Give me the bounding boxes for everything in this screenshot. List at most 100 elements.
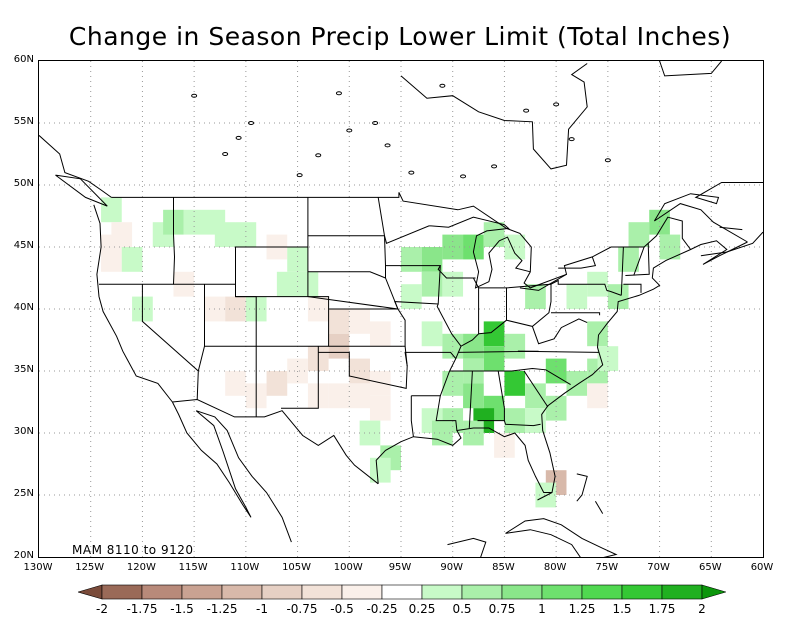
anomaly-cell: [566, 371, 588, 396]
anomaly-cell: [183, 209, 205, 235]
lon-tick-label: 115W: [178, 562, 208, 573]
states-19: [446, 277, 480, 347]
colorbar-swatch: [541, 584, 583, 600]
colorbar-tick-label: 1.75: [648, 602, 676, 616]
colorbar-tick-label: 0.5: [452, 602, 472, 616]
lon-tick-label: 95W: [388, 562, 412, 573]
anomaly-cell: [587, 383, 608, 409]
anomaly-cell: [225, 296, 246, 322]
anomaly-cell: [369, 395, 391, 421]
colorbar-swatch: [181, 584, 223, 600]
lat-tick-label: 60N: [13, 54, 34, 65]
anomaly-cell: [266, 371, 288, 396]
lake-outline: [553, 102, 560, 107]
colorbar-swatch: [301, 584, 343, 600]
anomaly-cell: [463, 333, 484, 359]
anomaly-cell: [369, 457, 391, 483]
lon-tick-label: 120W: [126, 562, 156, 573]
colorbar-swatch: [261, 584, 303, 600]
states-16: [410, 395, 414, 437]
anomaly-cell: [401, 284, 422, 309]
states-10: [377, 197, 431, 244]
lake-erie: [519, 273, 567, 291]
lake-outline: [222, 152, 229, 156]
colorbar-tick-label: -0.25: [366, 602, 398, 616]
colorbar-tick-label: -1.75: [126, 602, 158, 616]
lake-outline: [384, 143, 391, 148]
colorbar-tick-label: -1.5: [170, 602, 194, 616]
colorbar-swatch: [101, 584, 143, 600]
map-plot-area: [38, 60, 764, 558]
states-24: [468, 370, 473, 429]
states-21: [506, 283, 552, 327]
gulf-st-lawrence: [653, 182, 763, 243]
colorbar-tick-label: 0.25: [408, 602, 436, 616]
anomaly-cell: [369, 371, 391, 396]
anomaly-cell: [463, 420, 484, 446]
lon-tick-label: 70W: [647, 562, 670, 573]
lon-tick-label: 60W: [750, 562, 774, 573]
period-stamp: MAM 8110 to 9120: [72, 543, 194, 557]
lat-tick-label: 55N: [13, 116, 34, 127]
states-34: [633, 246, 645, 276]
colorbar-tick-label: -2: [96, 602, 108, 616]
anomaly-cell: [101, 197, 122, 223]
vancouver-island: [55, 174, 108, 207]
colorbar-swatch: [341, 584, 383, 600]
nova-scotia: [700, 231, 763, 257]
lat-tick-label: 50N: [13, 178, 34, 189]
lon-tick-label: 85W: [492, 562, 515, 573]
lat-tick-label: 20N: [13, 550, 34, 561]
states-30: [531, 318, 588, 345]
colorbar-swatch: [421, 584, 463, 600]
anomaly-cell: [628, 222, 650, 247]
anomaly-cell: [494, 433, 515, 458]
lon-tick-label: 105W: [282, 562, 312, 573]
coastlines: [39, 61, 763, 557]
great-lakes: [430, 216, 531, 289]
anomaly-cell: [287, 247, 308, 272]
anomaly-cell: [421, 321, 443, 347]
lon-tick-label: 75W: [595, 562, 619, 573]
anomaly-cells: [101, 197, 681, 508]
states-8: [307, 247, 399, 310]
colorbar-swatch: [581, 584, 623, 600]
anomaly-cell: [121, 247, 143, 272]
colorbar-tick-label: -1.25: [206, 602, 238, 616]
hudson-bay-south: [400, 63, 588, 170]
lat-tick-label: 25N: [13, 488, 34, 499]
states-12: [328, 265, 441, 310]
graticule: [39, 61, 763, 557]
states-1: [99, 197, 176, 285]
lake-outline: [604, 158, 611, 163]
lake-outline: [439, 83, 446, 88]
lon-tick-label: 100W: [333, 562, 363, 573]
lat-tick-label: 30N: [13, 426, 34, 437]
lake-outline: [460, 174, 467, 179]
anomaly-cell: [328, 383, 350, 409]
states-9: [307, 235, 386, 278]
map-title: Change in Season Precip Lower Limit (Tot…: [68, 22, 732, 51]
colorbar-tick-label: 1.25: [568, 602, 596, 616]
anomaly-cell: [649, 209, 670, 235]
states-29: [551, 312, 601, 316]
mexico-outline: [171, 401, 292, 543]
anomaly-cell: [525, 383, 546, 409]
states-2: [141, 284, 199, 400]
colorbar-swatch: [501, 584, 543, 600]
states-35: [623, 283, 642, 293]
states-26: [503, 420, 541, 427]
lake-outline: [523, 108, 530, 113]
colorbar-tick-label: 1: [538, 602, 546, 616]
anomaly-cell: [276, 271, 298, 297]
gulf-coast: [375, 240, 748, 493]
yucatan: [447, 537, 487, 557]
lake-outline: [372, 121, 379, 125]
anomaly-cell: [369, 321, 391, 347]
states-13: [328, 308, 406, 347]
lake-outline: [296, 173, 303, 178]
colorbar-tick-label: -0.5: [330, 602, 354, 616]
lon-tick-label: 65W: [698, 562, 722, 573]
anomaly-cell: [349, 309, 370, 334]
anomaly-cell: [214, 222, 236, 247]
